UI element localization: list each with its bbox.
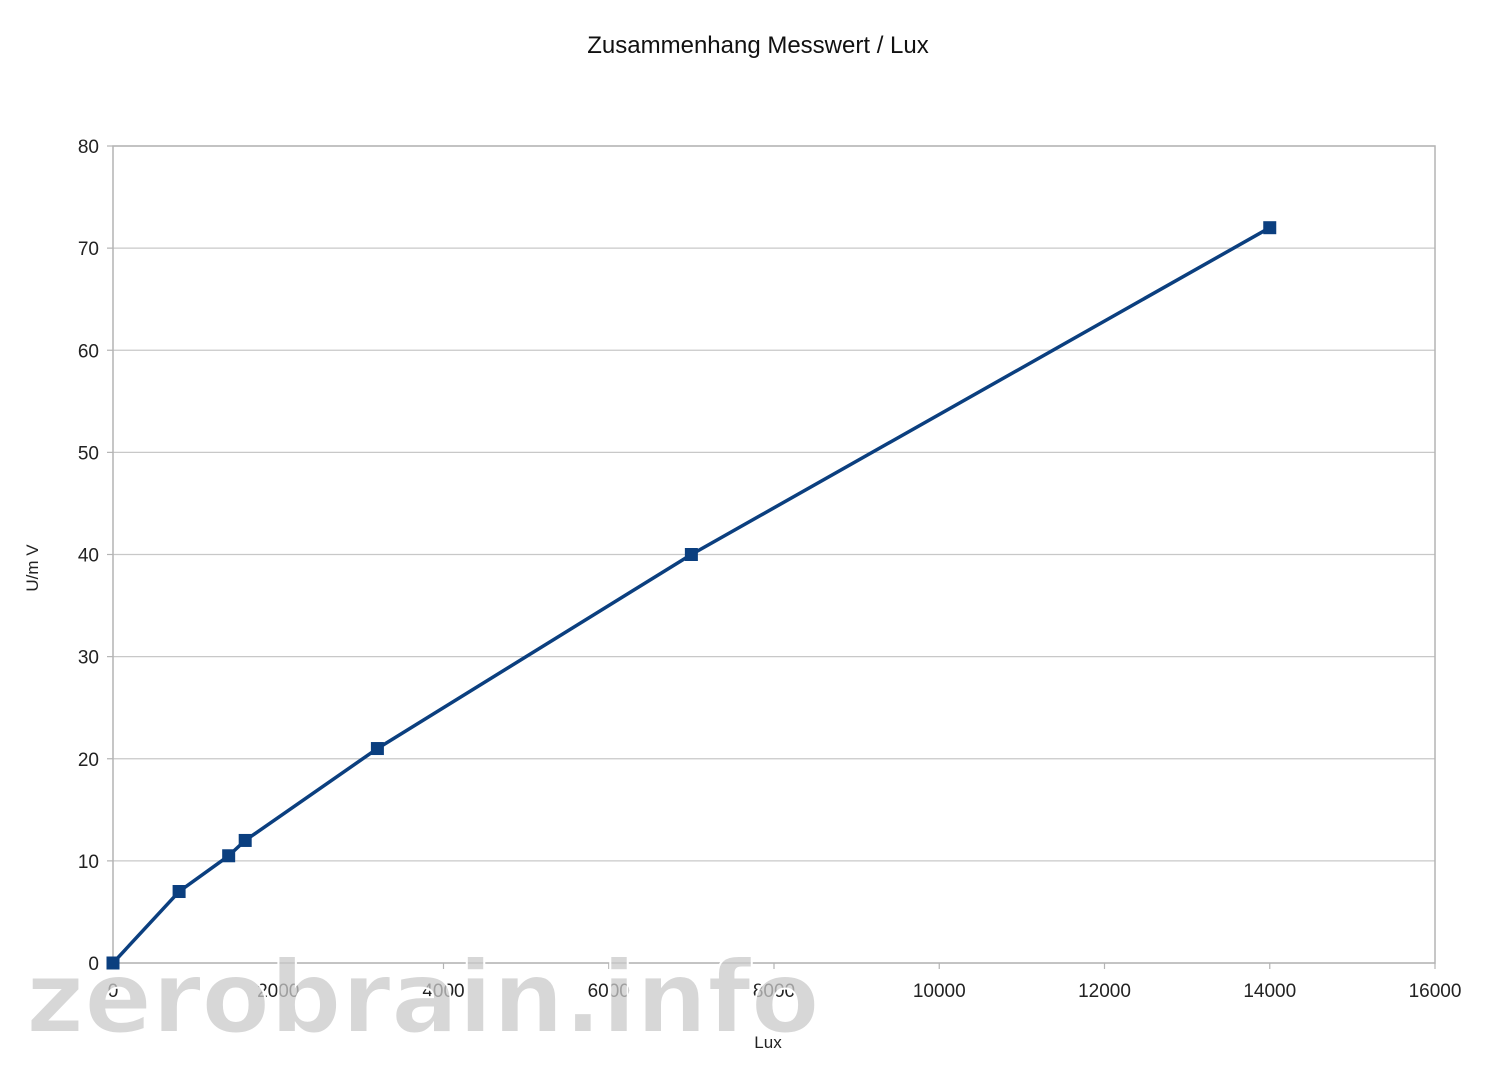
y-tick-label-3: 30	[78, 648, 99, 669]
y-tick-label-5: 50	[78, 443, 99, 464]
x-tick-label-3: 6000	[588, 981, 630, 1002]
x-tick-label-7: 14000	[1243, 981, 1296, 1002]
y-axis-ticks: 0 10 20 30 40 50 60 70 80	[78, 137, 113, 975]
chart-title: Zusammenhang Messwert / Lux	[587, 32, 928, 59]
x-tick-label-5: 10000	[913, 981, 966, 1002]
data-point-2	[222, 849, 236, 863]
x-tick-label-6: 12000	[1078, 981, 1131, 1002]
data-point-1	[172, 885, 186, 899]
y-tick-label-0: 0	[88, 954, 99, 975]
data-point-4	[370, 742, 384, 756]
y-tick-label-1: 10	[78, 852, 99, 873]
series-line	[111, 226, 1271, 965]
y-tick-label-6: 60	[78, 341, 99, 362]
gridlines	[113, 145, 1435, 964]
x-tick-label-0: 0	[108, 981, 119, 1002]
series-markers	[106, 221, 1277, 970]
x-tick-label-8: 16000	[1409, 981, 1462, 1002]
y-tick-label-8: 80	[78, 137, 99, 158]
x-tick-label-2: 4000	[422, 981, 464, 1002]
data-point-0	[106, 956, 120, 970]
data-point-6	[1263, 221, 1277, 235]
y-tick-label-7: 70	[78, 239, 99, 260]
x-tick-label-1: 2000	[257, 981, 299, 1002]
data-point-3	[238, 833, 252, 847]
y-tick-label-2: 20	[78, 750, 99, 771]
x-tick-label-4: 8000	[753, 981, 795, 1002]
x-axis-ticks: 0 2000 4000 6000 8000 10000 12000 14000 16000	[108, 963, 1462, 1002]
data-point-5	[684, 548, 698, 561]
x-axis-label: Lux	[754, 1033, 782, 1052]
y-axis-label: U/m V	[23, 544, 42, 592]
y-tick-label-4: 40	[78, 546, 99, 567]
watermark: zerobrain.info	[26, 939, 820, 1056]
